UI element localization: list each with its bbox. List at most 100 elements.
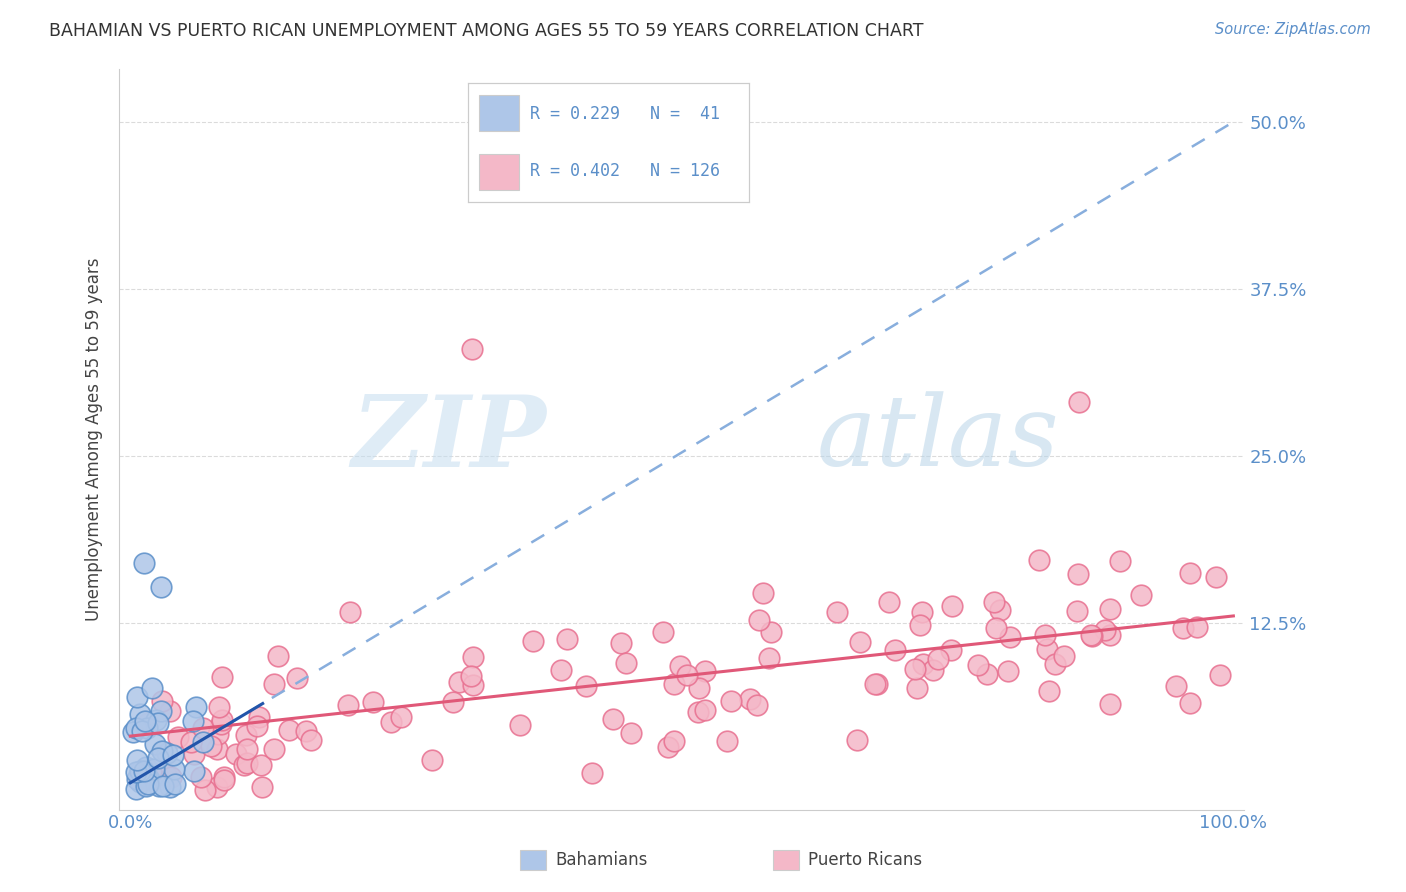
Point: [1098, 628, 1121, 642]
Point: [125, 765, 148, 780]
Point: [339, 606, 361, 620]
Point: [159, 704, 181, 718]
Point: [420, 753, 443, 767]
Point: [720, 694, 742, 708]
Point: [136, 722, 159, 736]
Text: atlas: atlas: [817, 392, 1060, 487]
Point: [1185, 620, 1208, 634]
Point: [966, 658, 988, 673]
Point: [550, 663, 572, 677]
Point: [912, 657, 935, 671]
Point: [509, 717, 531, 731]
Point: [207, 741, 229, 756]
Point: [125, 782, 148, 797]
Point: [908, 618, 931, 632]
Point: [1094, 623, 1116, 637]
Point: [976, 667, 998, 681]
Point: [555, 632, 578, 646]
Point: [998, 630, 1021, 644]
Point: [299, 732, 322, 747]
Point: [1081, 629, 1104, 643]
Point: [986, 621, 1008, 635]
Point: [200, 739, 222, 753]
Point: [461, 649, 484, 664]
Point: [294, 723, 316, 738]
Point: [134, 714, 156, 728]
Point: [205, 780, 228, 794]
Point: [461, 678, 484, 692]
Point: [148, 779, 170, 793]
Point: [183, 764, 205, 778]
Point: [460, 669, 482, 683]
Point: [361, 695, 384, 709]
Point: [135, 779, 157, 793]
Point: [1067, 395, 1090, 409]
Point: [1066, 567, 1088, 582]
Point: [208, 699, 231, 714]
Point: [207, 726, 229, 740]
Point: [263, 742, 285, 756]
Point: [139, 765, 162, 780]
Point: [165, 776, 187, 790]
Point: [610, 636, 633, 650]
Point: [883, 643, 905, 657]
Point: [129, 764, 152, 778]
Point: [1171, 621, 1194, 635]
Point: [1164, 679, 1187, 693]
Point: [911, 605, 934, 619]
Point: [905, 681, 928, 695]
Point: [1043, 657, 1066, 672]
Point: [1053, 648, 1076, 663]
Point: [150, 580, 173, 594]
Point: [1028, 553, 1050, 567]
Point: [166, 730, 188, 744]
Point: [146, 715, 169, 730]
Point: [146, 750, 169, 764]
Point: [225, 747, 247, 761]
Point: [128, 773, 150, 788]
Text: Puerto Ricans: Puerto Ricans: [808, 851, 922, 869]
Point: [758, 651, 780, 665]
Point: [752, 585, 775, 599]
Point: [135, 759, 157, 773]
Point: [212, 772, 235, 787]
Point: [602, 713, 624, 727]
Point: [181, 714, 204, 728]
Point: [675, 668, 697, 682]
Point: [152, 694, 174, 708]
Point: [461, 342, 484, 356]
Point: [693, 664, 716, 678]
Y-axis label: Unemployment Among Ages 55 to 59 years: Unemployment Among Ages 55 to 59 years: [86, 257, 103, 621]
Point: [664, 734, 686, 748]
Point: [122, 725, 145, 739]
Point: [1033, 628, 1056, 642]
Point: [249, 710, 271, 724]
Point: [1129, 588, 1152, 602]
Point: [1038, 684, 1060, 698]
Point: [211, 670, 233, 684]
Point: [132, 556, 155, 570]
Point: [143, 762, 166, 776]
Point: [145, 714, 167, 728]
Point: [135, 768, 157, 782]
Point: [180, 735, 202, 749]
Point: [1178, 696, 1201, 710]
Point: [904, 662, 927, 676]
Point: [278, 723, 301, 737]
Point: [162, 747, 184, 762]
Point: [686, 705, 709, 719]
Point: [745, 698, 768, 713]
Point: [125, 772, 148, 786]
Point: [136, 715, 159, 730]
Point: [263, 676, 285, 690]
Point: [651, 624, 673, 639]
Point: [877, 595, 900, 609]
Point: [939, 643, 962, 657]
Point: [232, 758, 254, 772]
Point: [128, 767, 150, 781]
Point: [193, 735, 215, 749]
Point: [134, 764, 156, 778]
Point: [159, 780, 181, 795]
Point: [927, 652, 949, 666]
Point: [184, 700, 207, 714]
